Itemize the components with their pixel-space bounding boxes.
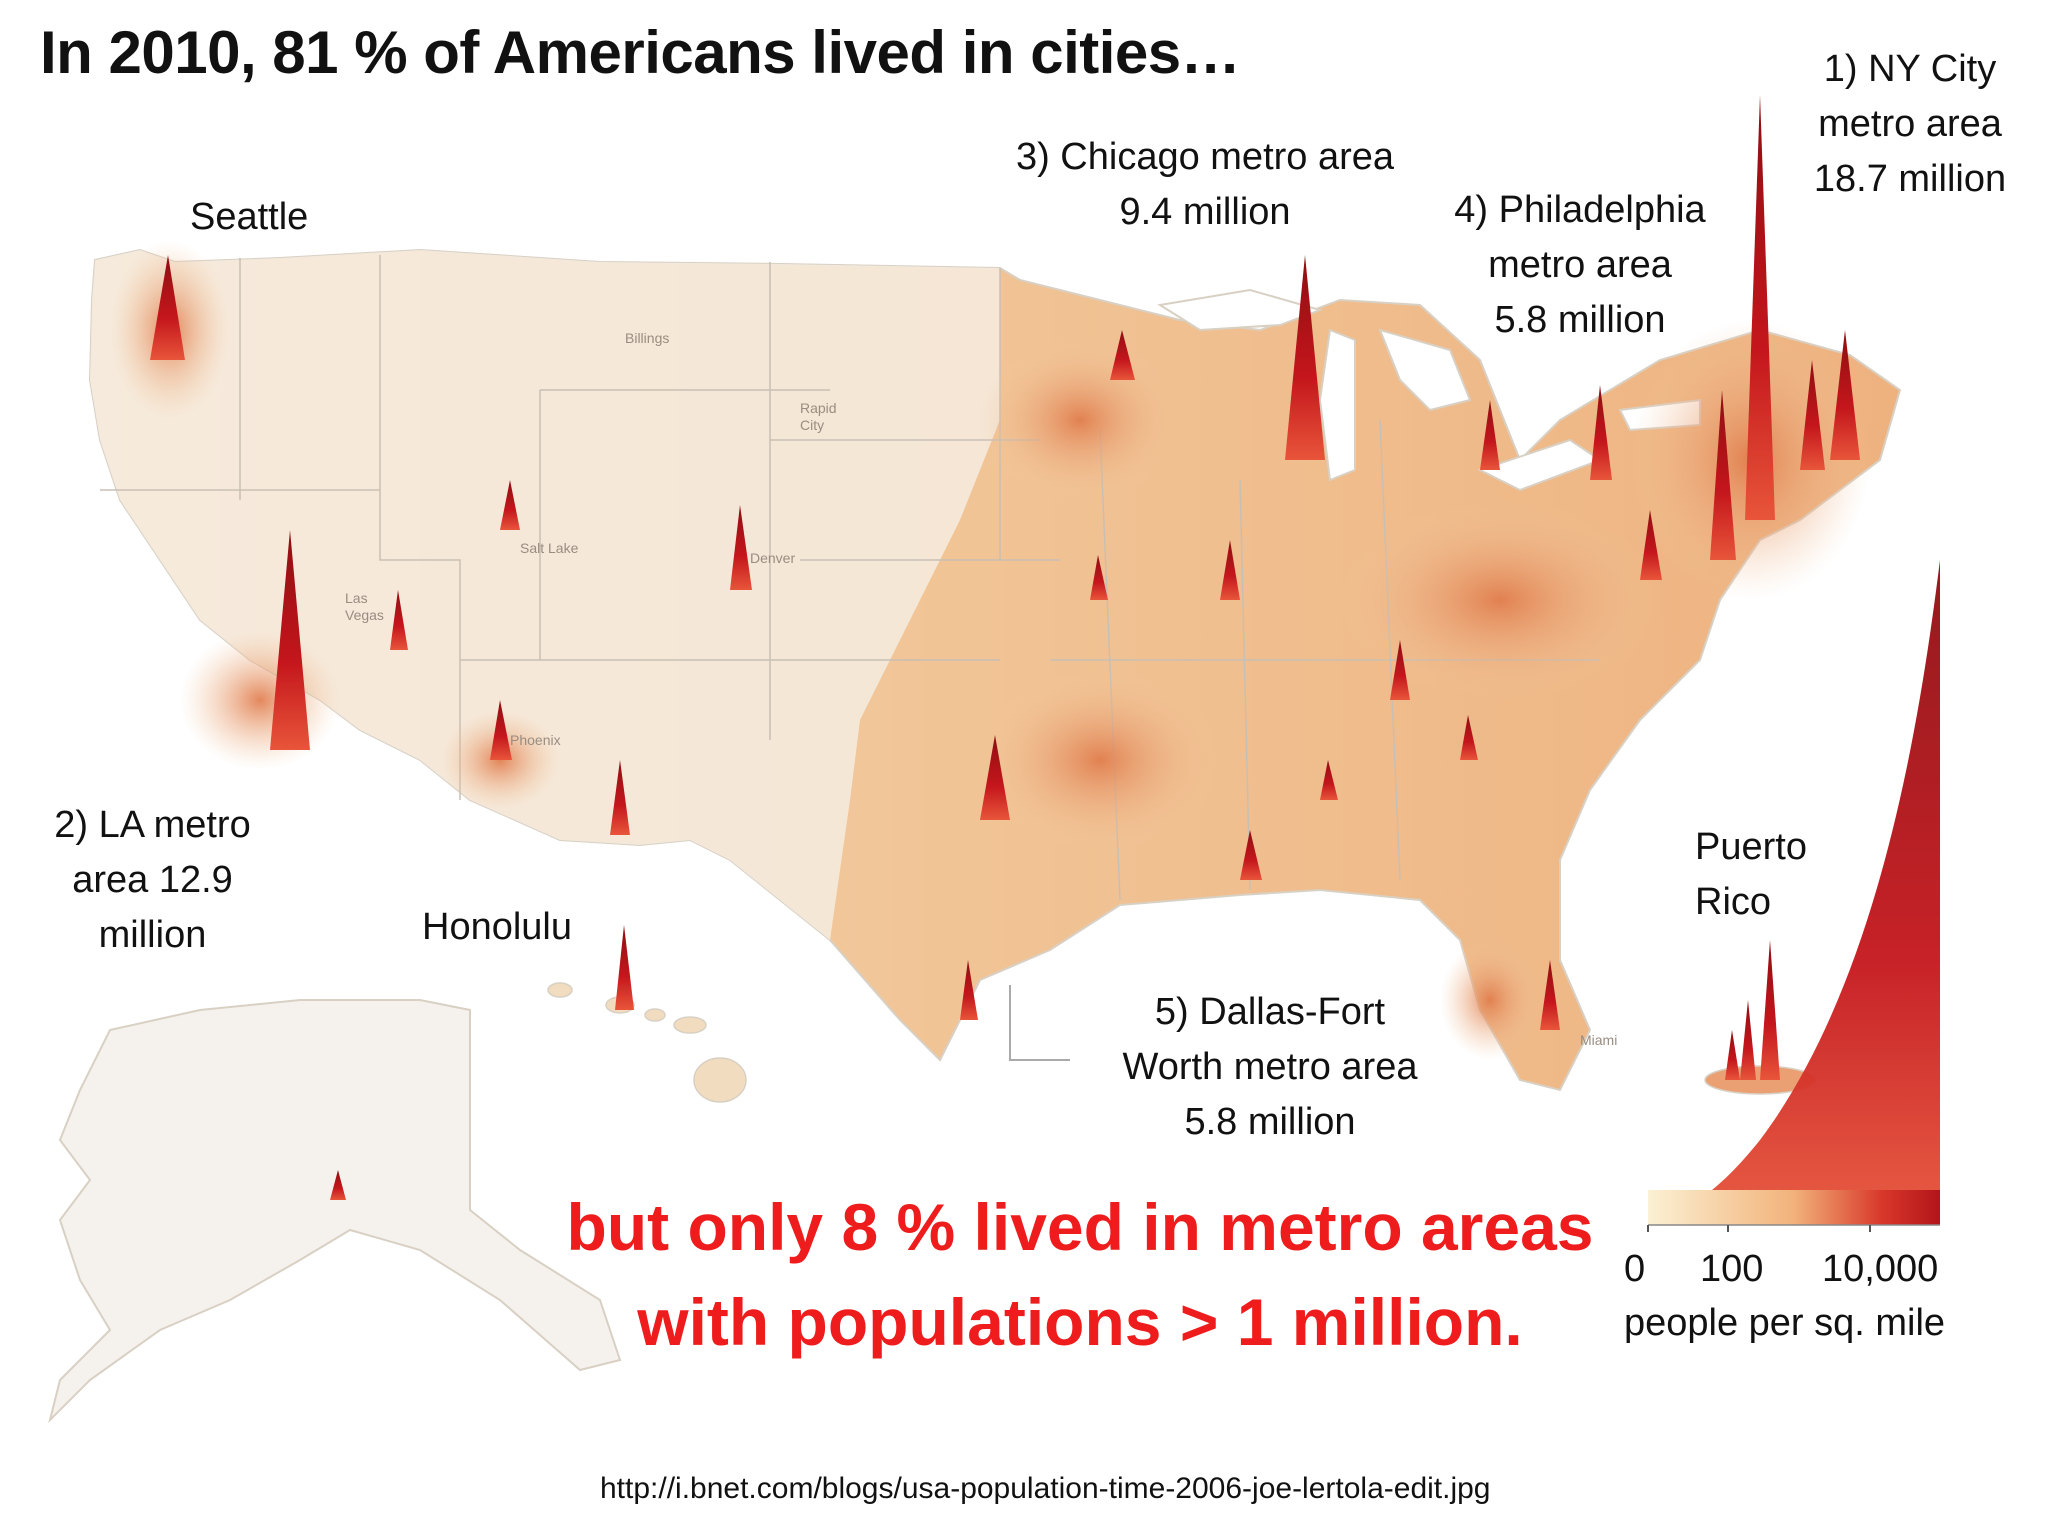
nyc-spike	[1745, 95, 1775, 520]
label-ny-line2: metro area	[1818, 103, 2002, 145]
place-billings: Billings	[625, 330, 670, 346]
label-philadelphia-line1: 4) Philadelphia	[1454, 189, 1706, 231]
label-la-line1: 2) LA metro	[54, 804, 251, 846]
la-spike	[270, 530, 310, 750]
claim-line2: with populations > 1 million.	[637, 1285, 1523, 1359]
label-honolulu: Honolulu	[422, 906, 572, 948]
legend-tick-0: 0	[1624, 1248, 1646, 1290]
page-title: In 2010, 81 % of Americans lived in citi…	[40, 19, 1241, 86]
claim-line1: but only 8 % lived in metro areas	[566, 1190, 1594, 1264]
honolulu-spike	[615, 925, 634, 1010]
place-rapid: Rapid	[800, 400, 837, 416]
label-dallas-line2: Worth metro area	[1122, 1046, 1418, 1088]
label-ny-line3: 18.7 million	[1813, 158, 2007, 200]
dallas-spike	[980, 735, 1010, 820]
label-ny: 1) NY City metro area 18.7 million	[1790, 42, 2030, 207]
label-chicago-line2: 9.4 million	[1119, 191, 1291, 233]
dallas-leader-line	[1009, 985, 1070, 1061]
western-region-shade	[90, 250, 1000, 940]
label-philadelphia-line3: 5.8 million	[1494, 299, 1666, 341]
label-dallas: 5) Dallas-Fort Worth metro area 5.8 mill…	[1090, 985, 1450, 1150]
place-city: City	[800, 417, 825, 433]
claim-text: but only 8 % lived in metro areas with p…	[500, 1180, 1660, 1370]
legend-unit: people per sq. mile	[1624, 1302, 1946, 1344]
label-philadelphia-line2: metro area	[1488, 244, 1672, 286]
label-puerto-line1: Puerto	[1695, 826, 1807, 868]
source-link[interactable]: http://i.bnet.com/blogs/usa-population-t…	[600, 1472, 1491, 1505]
hawaii-islands	[547, 982, 747, 1103]
place-salt-lake: Salt Lake	[520, 540, 579, 556]
label-ny-line1: 1) NY City	[1823, 48, 1997, 90]
place-vegas: Vegas	[345, 607, 384, 623]
label-chicago: 3) Chicago metro area 9.4 million	[995, 130, 1415, 240]
legend-tick-10000: 10,000	[1822, 1248, 1939, 1290]
label-philadelphia: 4) Philadelphia metro area 5.8 million	[1430, 183, 1730, 348]
seattle-spike	[150, 255, 185, 360]
label-seattle: Seattle	[190, 196, 309, 238]
label-chicago-line1: 3) Chicago metro area	[1015, 136, 1395, 178]
label-puerto-line2: Rico	[1695, 881, 1772, 923]
chicago-spike	[1285, 255, 1325, 460]
label-la-line3: million	[98, 914, 207, 956]
legend-tick-100: 100	[1700, 1248, 1764, 1290]
population-spikes	[150, 95, 1860, 1030]
legend-ramp	[1647, 560, 1940, 1232]
place-denver: Denver	[750, 550, 796, 566]
label-dallas-line1: 5) Dallas-Fort	[1154, 991, 1386, 1033]
label-dallas-line3: 5.8 million	[1184, 1101, 1356, 1143]
label-puerto-rico: Puerto Rico	[1695, 820, 1807, 930]
label-la: 2) LA metro area 12.9 million	[25, 798, 280, 963]
alaska-shape	[48, 999, 622, 1424]
label-la-line2: area 12.9	[72, 859, 233, 901]
place-las: Las	[345, 590, 368, 606]
philadelphia-spike	[1710, 390, 1736, 560]
place-phoenix: Phoenix	[510, 732, 561, 748]
place-miami: Miami	[1580, 1032, 1618, 1048]
